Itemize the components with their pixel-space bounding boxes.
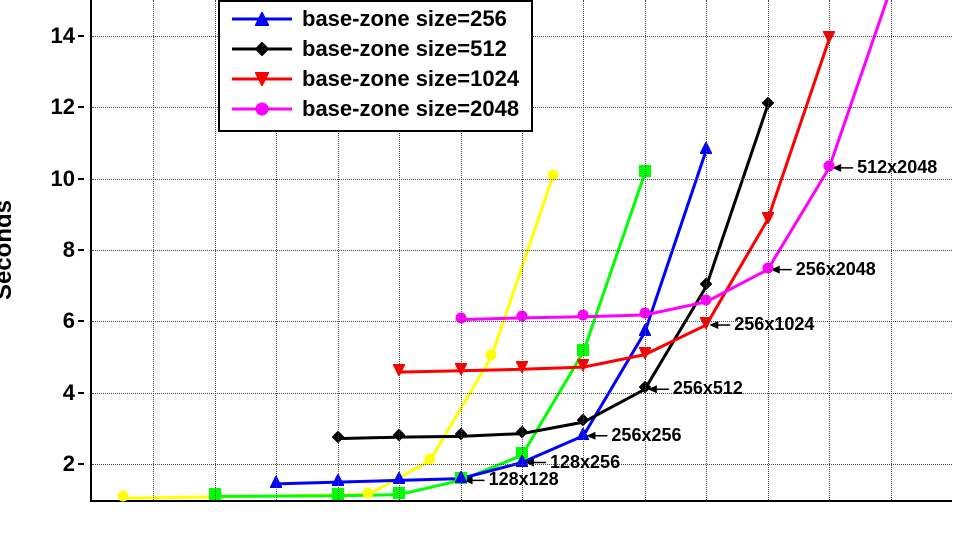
annotation-label: 256x512 <box>673 378 743 399</box>
annotation-label: 256x256 <box>611 425 681 446</box>
legend-label: base-zone size=256 <box>302 6 507 32</box>
legend-label: base-zone size=2048 <box>302 96 519 122</box>
ytick-label: 12 <box>25 94 75 120</box>
legend-label: base-zone size=1024 <box>302 66 519 92</box>
data-point <box>117 489 129 507</box>
annotation-label: 512x2048 <box>857 157 937 178</box>
legend-item: base-zone size=512 <box>232 34 519 64</box>
legend-label: base-zone size=512 <box>302 36 507 62</box>
ytick-label: 10 <box>25 166 75 192</box>
ytick-label: 8 <box>25 237 75 263</box>
legend-item: base-zone size=256 <box>232 4 519 34</box>
chart-container: { "ylabel": "Seconds", "ylim": [1, 15], … <box>0 0 965 543</box>
ytick-label: 4 <box>25 380 75 406</box>
data-point <box>547 168 559 186</box>
legend-swatch <box>232 37 292 61</box>
legend-item: base-zone size=1024 <box>232 64 519 94</box>
y-axis-label: Seconds <box>0 200 18 300</box>
legend-item: base-zone size=2048 <box>232 94 519 124</box>
annotation-label: 256x2048 <box>796 259 876 280</box>
ytick-label: 2 <box>25 451 75 477</box>
ytick-label: 6 <box>25 308 75 334</box>
data-point <box>424 452 436 470</box>
legend: base-zone size=256 base-zone size=512 base… <box>218 0 533 132</box>
legend-swatch <box>232 97 292 121</box>
data-point <box>485 348 497 366</box>
annotation-label: 128x128 <box>489 469 559 490</box>
legend-swatch <box>232 7 292 31</box>
legend-swatch <box>232 67 292 91</box>
data-point <box>362 486 374 504</box>
ytick-label: 14 <box>25 23 75 49</box>
annotation-label: 256x1024 <box>734 314 814 335</box>
annotation-label: 128x256 <box>550 452 620 473</box>
